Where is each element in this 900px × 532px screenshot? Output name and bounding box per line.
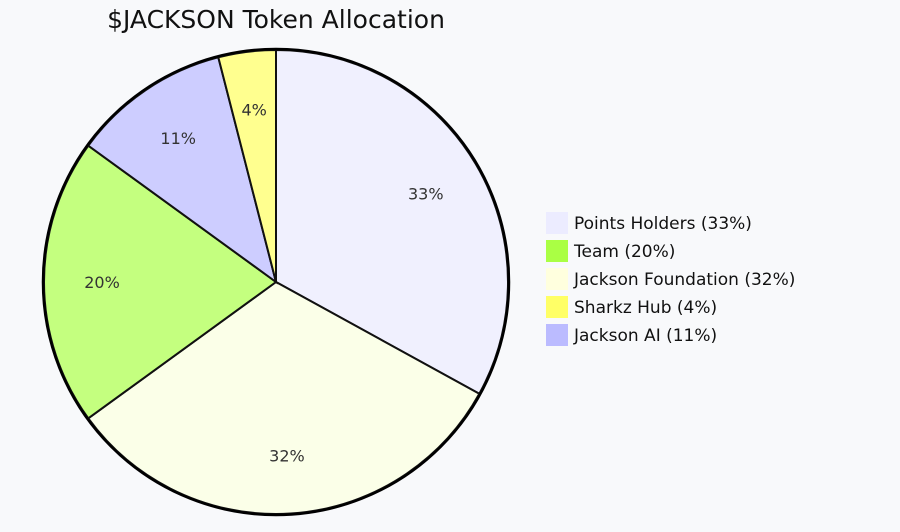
legend-swatch <box>546 212 568 234</box>
pie-outline <box>41 47 511 517</box>
legend-swatch <box>546 296 568 318</box>
legend-label: Jackson AI (11%) <box>573 326 717 346</box>
slice-label: 4% <box>241 100 266 119</box>
legend-swatch <box>546 240 568 262</box>
legend-label: Jackson Foundation (32%) <box>573 270 795 290</box>
chart-title: $JACKSON Token Allocation <box>107 5 445 34</box>
legend-label: Sharkz Hub (4%) <box>574 298 717 318</box>
slice-label: 11% <box>160 129 196 148</box>
legend-swatch <box>546 268 568 290</box>
legend-label: Points Holders (33%) <box>574 214 752 234</box>
slice-label: 32% <box>269 447 305 466</box>
slice-label: 33% <box>408 184 444 203</box>
legend-swatch <box>546 324 568 346</box>
legend-label: Team (20%) <box>573 242 675 262</box>
slice-label: 20% <box>84 273 120 292</box>
